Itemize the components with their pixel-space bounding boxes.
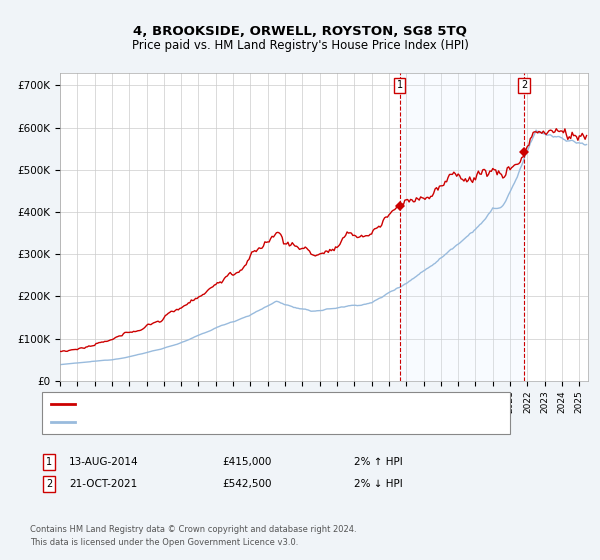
Text: 4, BROOKSIDE, ORWELL, ROYSTON, SG8 5TQ (detached house): 4, BROOKSIDE, ORWELL, ROYSTON, SG8 5TQ (… [81, 399, 389, 409]
Text: 2% ↑ HPI: 2% ↑ HPI [354, 457, 403, 467]
Text: 2: 2 [521, 81, 527, 91]
Text: £542,500: £542,500 [222, 479, 271, 489]
Bar [400, 73, 524, 381]
Text: 4, BROOKSIDE, ORWELL, ROYSTON, SG8 5TQ: 4, BROOKSIDE, ORWELL, ROYSTON, SG8 5TQ [133, 25, 467, 38]
Text: 2: 2 [46, 479, 52, 489]
Text: Price paid vs. HM Land Registry's House Price Index (HPI): Price paid vs. HM Land Registry's House … [131, 39, 469, 52]
Text: Contains HM Land Registry data © Crown copyright and database right 2024.: Contains HM Land Registry data © Crown c… [30, 525, 356, 534]
Text: 21-OCT-2021: 21-OCT-2021 [69, 479, 137, 489]
Text: This data is licensed under the Open Government Licence v3.0.: This data is licensed under the Open Gov… [30, 538, 298, 547]
Text: 1: 1 [397, 81, 403, 91]
Text: HPI: Average price, detached house, South Cambridgeshire: HPI: Average price, detached house, Sout… [81, 417, 371, 427]
Text: 13-AUG-2014: 13-AUG-2014 [69, 457, 139, 467]
Text: £415,000: £415,000 [222, 457, 271, 467]
Text: 1: 1 [46, 457, 52, 467]
Text: 2% ↓ HPI: 2% ↓ HPI [354, 479, 403, 489]
